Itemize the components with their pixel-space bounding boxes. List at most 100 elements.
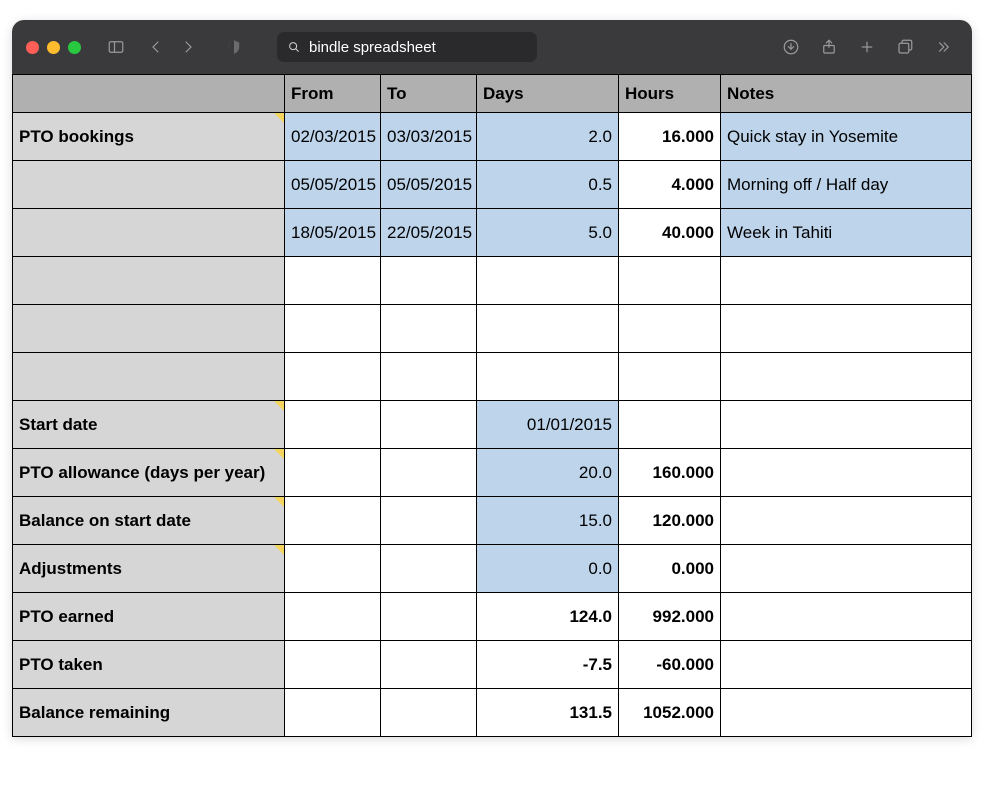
from-cell[interactable]: 05/05/2015	[285, 161, 381, 209]
header-blank[interactable]	[13, 75, 285, 113]
row-label-cell[interactable]: Balance remaining	[13, 689, 285, 737]
address-search-bar[interactable]: bindle spreadsheet	[277, 32, 537, 62]
from-cell[interactable]	[285, 449, 381, 497]
sidebar-toggle-icon[interactable]	[101, 32, 131, 62]
hours-cell[interactable]: 160.000	[619, 449, 721, 497]
header-from[interactable]: From	[285, 75, 381, 113]
row-label-cell[interactable]: PTO bookings	[13, 113, 285, 161]
row-label-cell[interactable]	[13, 161, 285, 209]
hours-cell[interactable]: 0.000	[619, 545, 721, 593]
notes-cell[interactable]	[721, 353, 972, 401]
hours-cell[interactable]	[619, 401, 721, 449]
days-cell[interactable]	[477, 257, 619, 305]
from-cell[interactable]	[285, 401, 381, 449]
from-cell[interactable]	[285, 257, 381, 305]
forward-button[interactable]	[173, 32, 203, 62]
row-label-cell[interactable]: Start date	[13, 401, 285, 449]
notes-cell[interactable]	[721, 497, 972, 545]
close-window-button[interactable]	[26, 41, 39, 54]
notes-cell[interactable]	[721, 401, 972, 449]
days-cell[interactable]: 131.5	[477, 689, 619, 737]
days-cell[interactable]	[477, 305, 619, 353]
days-cell[interactable]: 01/01/2015	[477, 401, 619, 449]
pto-spreadsheet[interactable]: From To Days Hours Notes PTO bookings02/…	[12, 74, 972, 737]
maximize-window-button[interactable]	[68, 41, 81, 54]
days-cell[interactable]: 2.0	[477, 113, 619, 161]
hours-cell[interactable]: 16.000	[619, 113, 721, 161]
row-label-cell[interactable]	[13, 257, 285, 305]
notes-cell[interactable]	[721, 449, 972, 497]
row-label-cell[interactable]: Balance on start date	[13, 497, 285, 545]
to-cell[interactable]	[381, 401, 477, 449]
to-cell[interactable]	[381, 449, 477, 497]
overflow-icon[interactable]	[928, 32, 958, 62]
table-row: 18/05/201522/05/20155.040.000Week in Tah…	[13, 209, 972, 257]
from-cell[interactable]	[285, 593, 381, 641]
notes-cell[interactable]	[721, 593, 972, 641]
row-label-cell[interactable]: PTO taken	[13, 641, 285, 689]
hours-cell[interactable]	[619, 257, 721, 305]
row-label-cell[interactable]: PTO earned	[13, 593, 285, 641]
hours-cell[interactable]: 120.000	[619, 497, 721, 545]
to-cell[interactable]	[381, 641, 477, 689]
hours-cell[interactable]	[619, 305, 721, 353]
notes-cell[interactable]	[721, 689, 972, 737]
to-cell[interactable]	[381, 257, 477, 305]
notes-cell[interactable]	[721, 257, 972, 305]
back-button[interactable]	[141, 32, 171, 62]
hours-cell[interactable]: 1052.000	[619, 689, 721, 737]
from-cell[interactable]	[285, 641, 381, 689]
days-cell[interactable]: 124.0	[477, 593, 619, 641]
header-hours[interactable]: Hours	[619, 75, 721, 113]
days-cell[interactable]	[477, 353, 619, 401]
days-cell[interactable]: -7.5	[477, 641, 619, 689]
header-notes[interactable]: Notes	[721, 75, 972, 113]
header-to[interactable]: To	[381, 75, 477, 113]
notes-cell[interactable]	[721, 545, 972, 593]
to-cell[interactable]	[381, 545, 477, 593]
share-icon[interactable]	[814, 32, 844, 62]
to-cell[interactable]	[381, 593, 477, 641]
notes-cell[interactable]	[721, 641, 972, 689]
hours-cell[interactable]: 992.000	[619, 593, 721, 641]
row-label-cell[interactable]	[13, 353, 285, 401]
days-cell[interactable]: 5.0	[477, 209, 619, 257]
notes-cell[interactable]: Week in Tahiti	[721, 209, 972, 257]
days-cell[interactable]: 20.0	[477, 449, 619, 497]
to-cell[interactable]	[381, 305, 477, 353]
row-label-cell[interactable]	[13, 305, 285, 353]
hours-cell[interactable]: 4.000	[619, 161, 721, 209]
to-cell[interactable]	[381, 353, 477, 401]
new-tab-icon[interactable]	[852, 32, 882, 62]
to-cell[interactable]: 05/05/2015	[381, 161, 477, 209]
from-cell[interactable]	[285, 353, 381, 401]
hours-cell[interactable]: -60.000	[619, 641, 721, 689]
row-label-cell[interactable]: PTO allowance (days per year)	[13, 449, 285, 497]
from-cell[interactable]	[285, 545, 381, 593]
header-days[interactable]: Days	[477, 75, 619, 113]
hours-cell[interactable]	[619, 353, 721, 401]
row-label-cell[interactable]	[13, 209, 285, 257]
from-cell[interactable]	[285, 305, 381, 353]
notes-cell[interactable]: Quick stay in Yosemite	[721, 113, 972, 161]
days-cell[interactable]: 15.0	[477, 497, 619, 545]
to-cell[interactable]	[381, 689, 477, 737]
from-cell[interactable]: 02/03/2015	[285, 113, 381, 161]
table-row: Balance on start date 15.0120.000	[13, 497, 972, 545]
days-cell[interactable]: 0.0	[477, 545, 619, 593]
to-cell[interactable]	[381, 497, 477, 545]
days-cell[interactable]: 0.5	[477, 161, 619, 209]
from-cell[interactable]	[285, 689, 381, 737]
notes-cell[interactable]	[721, 305, 972, 353]
from-cell[interactable]	[285, 497, 381, 545]
shield-icon[interactable]	[219, 32, 249, 62]
to-cell[interactable]: 22/05/2015	[381, 209, 477, 257]
tabs-overview-icon[interactable]	[890, 32, 920, 62]
downloads-icon[interactable]	[776, 32, 806, 62]
minimize-window-button[interactable]	[47, 41, 60, 54]
from-cell[interactable]: 18/05/2015	[285, 209, 381, 257]
notes-cell[interactable]: Morning off / Half day	[721, 161, 972, 209]
to-cell[interactable]: 03/03/2015	[381, 113, 477, 161]
row-label-cell[interactable]: Adjustments	[13, 545, 285, 593]
hours-cell[interactable]: 40.000	[619, 209, 721, 257]
